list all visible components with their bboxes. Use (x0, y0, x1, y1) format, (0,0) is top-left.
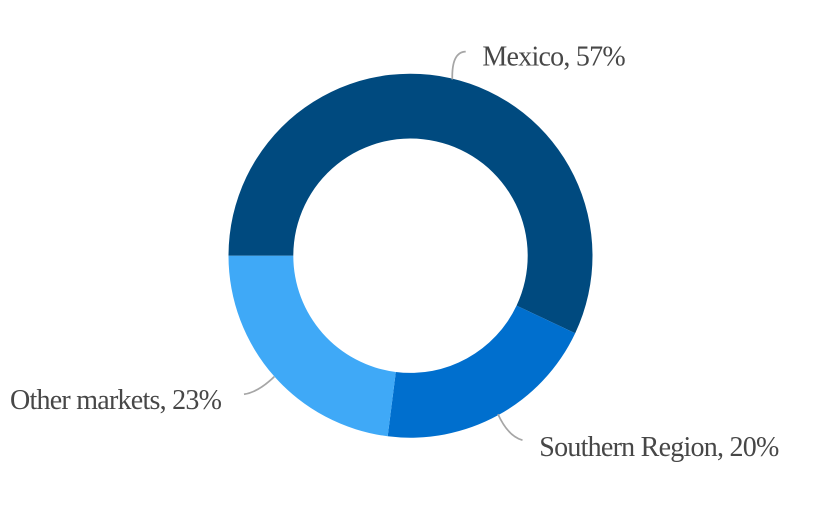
svg-text:Southern Region, 20%: Southern Region, 20% (539, 432, 779, 463)
svg-text:Other markets, 23%: Other markets, 23% (10, 385, 222, 416)
svg-text:Mexico, 57%: Mexico, 57% (482, 42, 625, 73)
